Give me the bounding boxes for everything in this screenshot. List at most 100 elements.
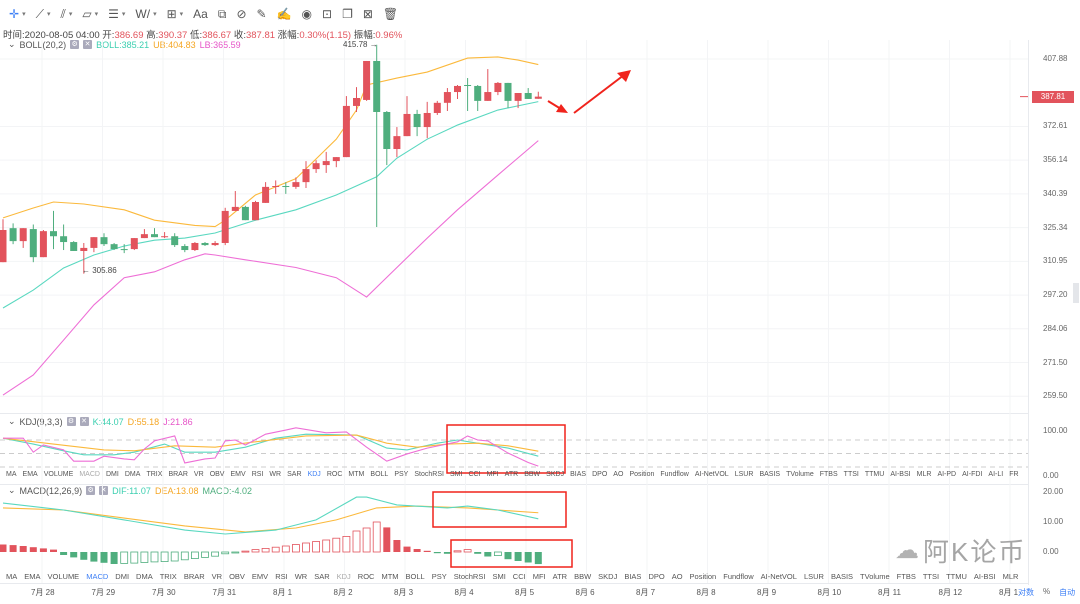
indicator-tab-mlr[interactable]: MLR [916, 471, 932, 478]
indicator-tab-lsur[interactable]: LSUR [734, 471, 754, 478]
indicator-tab-ttsi[interactable]: TTSI [922, 572, 940, 581]
indicator-tab-ao[interactable]: AO [613, 471, 624, 478]
indicator-tab-macd[interactable]: MACD [79, 471, 100, 478]
fibonacci-tool[interactable]: ⧉ [215, 4, 230, 24]
settings-icon[interactable]: ⚙ [66, 417, 76, 426]
close-icon[interactable]: ✕ [99, 486, 109, 495]
indicator-tab-obv[interactable]: OBV [209, 471, 225, 478]
indicator-tab-cci[interactable]: CCI [468, 471, 481, 478]
indicator-tab-dpo[interactable]: DPO [592, 471, 608, 478]
indicator-tab-mtm[interactable]: MTM [381, 572, 399, 581]
indicator-tab-ao[interactable]: AO [671, 572, 683, 581]
indicator-tab-dma[interactable]: DMA [124, 471, 141, 478]
indicator-tab-ttsi[interactable]: TTSI [843, 471, 859, 478]
parallel-channel-tool[interactable]: ⫽ ▾ [58, 4, 76, 24]
indicator-tab-ai-li[interactable]: AI-LI [988, 471, 1004, 478]
indicator-tab-vr[interactable]: VR [211, 572, 223, 581]
indicator-tab-ftbs[interactable]: FTBS [819, 471, 838, 478]
indicator-tab-ai-netvol[interactable]: AI-NetVOL [694, 471, 729, 478]
indicator-tab-brar[interactable]: BRAR [168, 471, 188, 478]
indicator-tab-ema[interactable]: EMA [24, 572, 41, 581]
indicator-tab-rsi[interactable]: RSI [251, 471, 264, 478]
indicator-tab-kdj[interactable]: KDJ [336, 572, 351, 581]
rectangle-tool[interactable]: ▱ ▾ [79, 4, 101, 24]
indicator-tab-mlr[interactable]: MLR [1002, 572, 1019, 581]
indicator-tab-dpo[interactable]: DPO [648, 572, 665, 581]
measure-tool[interactable]: ⊞ ▾ [164, 4, 187, 24]
indicator-tab-ftbs[interactable]: FTBS [896, 572, 916, 581]
indicator-tab-fundflow[interactable]: Fundflow [660, 471, 689, 478]
indicator-tab-mtm[interactable]: MTM [348, 471, 365, 478]
indicator-tab-bias[interactable]: BIAS [570, 471, 587, 478]
indicator-tab-trix[interactable]: TRIX [159, 572, 177, 581]
indicator-tab-dmi[interactable]: DMI [105, 471, 119, 478]
indicator-tab-bbw[interactable]: BBW [574, 572, 592, 581]
crosshair-tool[interactable]: ✛ ▾ [6, 4, 29, 24]
indicator-tab-dma[interactable]: DMA [136, 572, 153, 581]
text-tool[interactable]: Aa [190, 4, 211, 24]
indicator-tab-bias[interactable]: BIAS [624, 572, 642, 581]
indicator-tab-psy[interactable]: PSY [431, 572, 447, 581]
indicator-tab-ema[interactable]: EMA [22, 471, 38, 478]
caret-down-icon[interactable]: ▾ [153, 11, 157, 18]
indicator-tab-psy[interactable]: PSY [394, 471, 409, 478]
caret-down-icon[interactable]: ▾ [121, 11, 126, 18]
indicator-tab-sar[interactable]: SAR [287, 471, 302, 478]
caret-down-icon[interactable]: ▾ [68, 11, 73, 18]
indicator-tab-ai-netvol[interactable]: AI-NetVOL [760, 572, 797, 581]
collapse-chevron-icon[interactable]: ⌄ [8, 416, 16, 426]
indicator-tab-volume[interactable]: VOLUME [47, 572, 80, 581]
eye-tool[interactable]: ◉ [299, 4, 315, 24]
close-icon[interactable]: ✕ [79, 417, 89, 426]
settings-icon[interactable]: ⚙ [70, 40, 80, 49]
indicator-tab-roc[interactable]: ROC [326, 471, 343, 478]
indicator-tab-position[interactable]: Position [689, 572, 717, 581]
indicator-tab-fundflow[interactable]: Fundflow [723, 572, 754, 581]
brush-tool[interactable]: ✍ [274, 4, 295, 24]
indicator-tab-stochrsi[interactable]: StochRSI [453, 572, 486, 581]
indicator-tab-lsur[interactable]: LSUR [803, 572, 824, 581]
indicator-tab-cci[interactable]: CCI [512, 572, 526, 581]
caret-down-icon[interactable]: ▾ [179, 11, 184, 18]
copy-tool[interactable]: ❐ [339, 4, 356, 24]
caret-down-icon[interactable]: ▾ [22, 11, 26, 18]
horizontal-lines-tool[interactable]: ☰ ▾ [105, 4, 128, 24]
indicator-tab-ma[interactable]: MA [6, 471, 17, 478]
indicator-tab-wr[interactable]: WR [269, 471, 282, 478]
indicator-tab-fr[interactable]: FR [1009, 471, 1019, 478]
indicator-tab-skdj[interactable]: SKDJ [546, 471, 565, 478]
indicator-tab-smi[interactable]: SMI [492, 572, 506, 581]
indicator-tab-basis[interactable]: BASIS [830, 572, 854, 581]
percent-scale-toggle[interactable]: % [1043, 587, 1051, 596]
lock-tool[interactable]: ⊡ [319, 4, 335, 24]
indicator-tab-ai-pd[interactable]: AI-PD [937, 471, 957, 478]
indicator-tab-tvolume[interactable]: TVolume [786, 471, 814, 478]
scrollbar-handle[interactable] [1073, 283, 1079, 303]
indicator-tab-sar[interactable]: SAR [314, 572, 330, 581]
indicator-tab-smi[interactable]: SMI [450, 471, 463, 478]
indicator-tab-mfi[interactable]: MFI [486, 471, 499, 478]
indicator-tab-wr[interactable]: WR [294, 572, 308, 581]
ruler-tool[interactable]: ✎ [254, 4, 270, 24]
indicator-tab-macd[interactable]: MACD [86, 572, 109, 581]
collapse-chevron-icon[interactable]: ⌄ [8, 39, 16, 49]
settings-icon[interactable]: ⚙ [86, 486, 96, 495]
indicator-tab-boll[interactable]: BOLL [405, 572, 425, 581]
indicator-tab-ttmu[interactable]: TTMU [946, 572, 967, 581]
indicator-tab-ai-bsi[interactable]: AI-BSI [973, 572, 996, 581]
indicator-tab-emv[interactable]: EMV [230, 471, 246, 478]
indicator-tab-atr[interactable]: ATR [552, 572, 568, 581]
delete-tool[interactable]: 🗑 [380, 4, 401, 24]
trendline-tool[interactable]: ⟋ ▾ [33, 4, 54, 24]
indicator-tab-ai-bsi[interactable]: AI-BSI [890, 471, 911, 478]
indicator-tab-mfi[interactable]: MFI [532, 572, 546, 581]
indicator-tab-obv[interactable]: OBV [229, 572, 245, 581]
indicator-tab-bbw[interactable]: BBW [524, 471, 541, 478]
log-scale-toggle[interactable]: 对数 [1018, 588, 1034, 597]
indicator-tab-emv[interactable]: EMV [251, 572, 269, 581]
auto-scale-toggle[interactable]: 自动 [1059, 588, 1076, 597]
indicator-tab-ai-fdi[interactable]: AI-FDI [962, 471, 983, 478]
indicator-tab-trix[interactable]: TRIX [146, 471, 163, 478]
indicator-tab-position[interactable]: Position [629, 471, 655, 478]
